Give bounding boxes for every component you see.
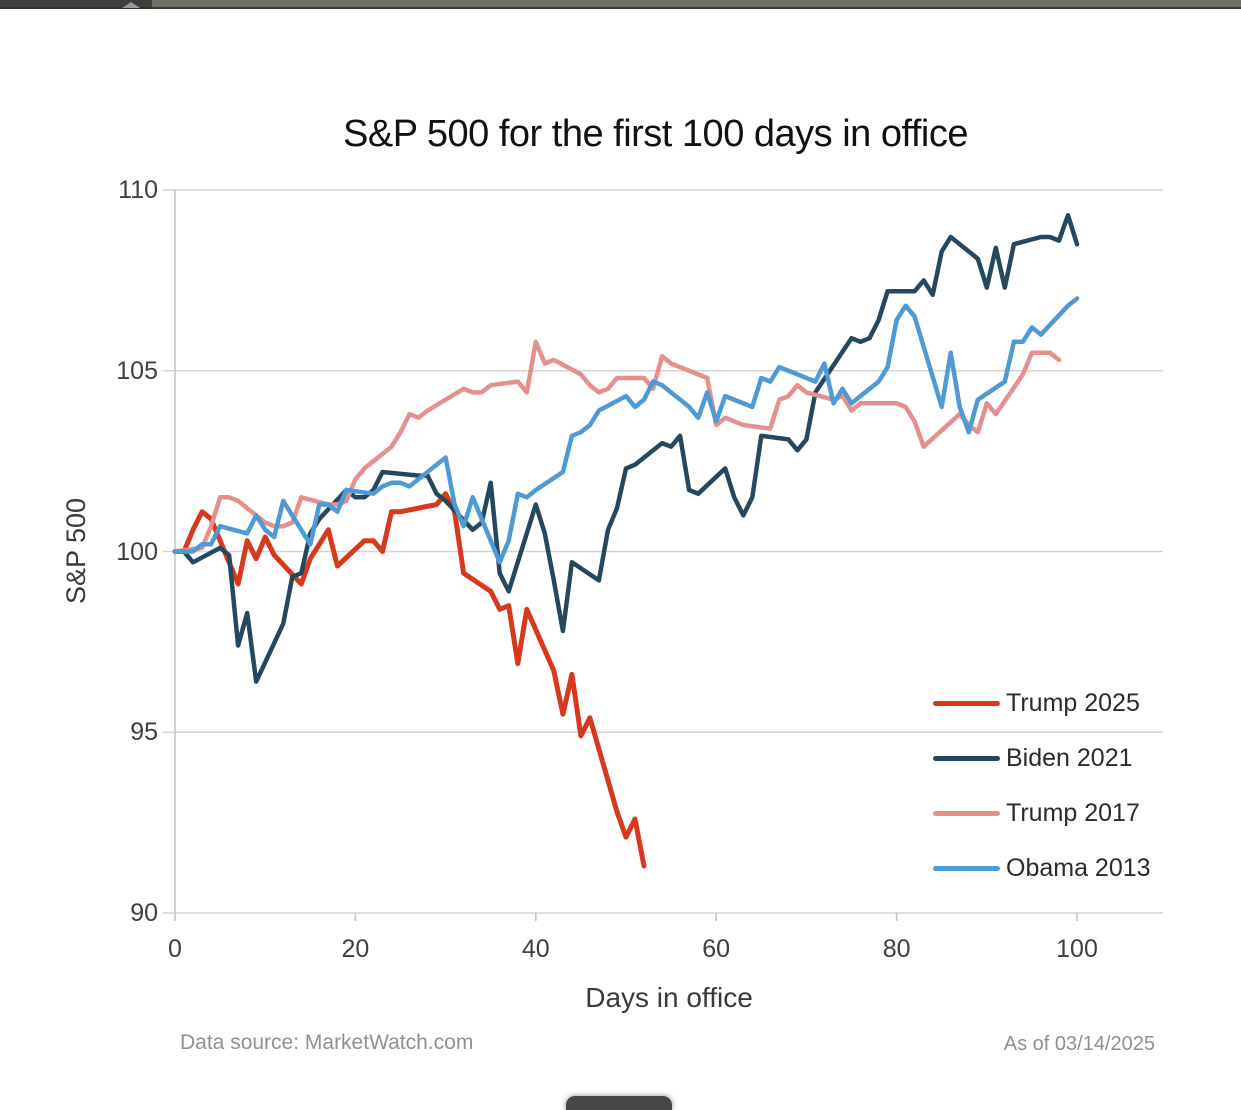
y-tick-label: 95 — [130, 718, 158, 747]
x-tick-label: 20 — [341, 935, 370, 963]
data-source-note: Data source: MarketWatch.com — [180, 1031, 474, 1054]
taskbar-peek-pill[interactable] — [566, 1096, 672, 1110]
series-line-biden-2021 — [172, 213, 1080, 684]
series-line-obama-2013 — [172, 296, 1080, 565]
legend-row-biden-2021: Biden 2021 — [933, 743, 1151, 773]
x-axis-title: Days in office — [585, 982, 753, 1013]
browser-chrome-bar-right — [152, 0, 1241, 9]
x-tick-label: 60 — [702, 935, 731, 963]
x-tick-label: 100 — [1056, 935, 1098, 963]
legend-swatch-obama-2013 — [933, 865, 1000, 871]
legend-swatch-biden-2021 — [933, 755, 1000, 761]
y-tick-label: 110 — [118, 176, 158, 204]
legend-swatch-trump-2025 — [933, 700, 1000, 706]
x-tick-label: 0 — [168, 935, 182, 963]
series-line-trump-2017 — [172, 339, 1062, 554]
y-tick-label: 100 — [116, 537, 158, 566]
legend-row-trump-2025: Trump 2025 — [933, 688, 1151, 718]
y-axis-title: S&P 500 — [61, 497, 91, 605]
y-tick-label: 105 — [116, 356, 158, 385]
chart-legend: Trump 2025 Biden 2021 Trump 2017 Obama 2013 — [933, 688, 1151, 908]
as-of-date-note: As of 03/14/2025 — [1003, 1033, 1155, 1055]
legend-label-trump-2025: Trump 2025 — [1006, 689, 1140, 717]
browser-chrome-bar-left — [0, 0, 152, 9]
browser-chrome-bar — [0, 0, 1241, 9]
x-tick-label: 40 — [521, 935, 550, 963]
legend-row-obama-2013: Obama 2013 — [933, 853, 1151, 883]
y-tick-label: 90 — [130, 899, 158, 927]
x-tick-label: 80 — [882, 935, 911, 963]
chart-title: S&P 500 for the first 100 days in office — [343, 113, 968, 156]
chevron-up-icon — [122, 2, 140, 8]
series-line-trump-2025 — [172, 491, 647, 869]
legend-label-obama-2013: Obama 2013 — [1006, 854, 1151, 882]
legend-label-trump-2017: Trump 2017 — [1006, 799, 1140, 827]
legend-swatch-trump-2017 — [933, 810, 1000, 816]
legend-label-biden-2021: Biden 2021 — [1006, 744, 1133, 772]
legend-row-trump-2017: Trump 2017 — [933, 798, 1151, 828]
